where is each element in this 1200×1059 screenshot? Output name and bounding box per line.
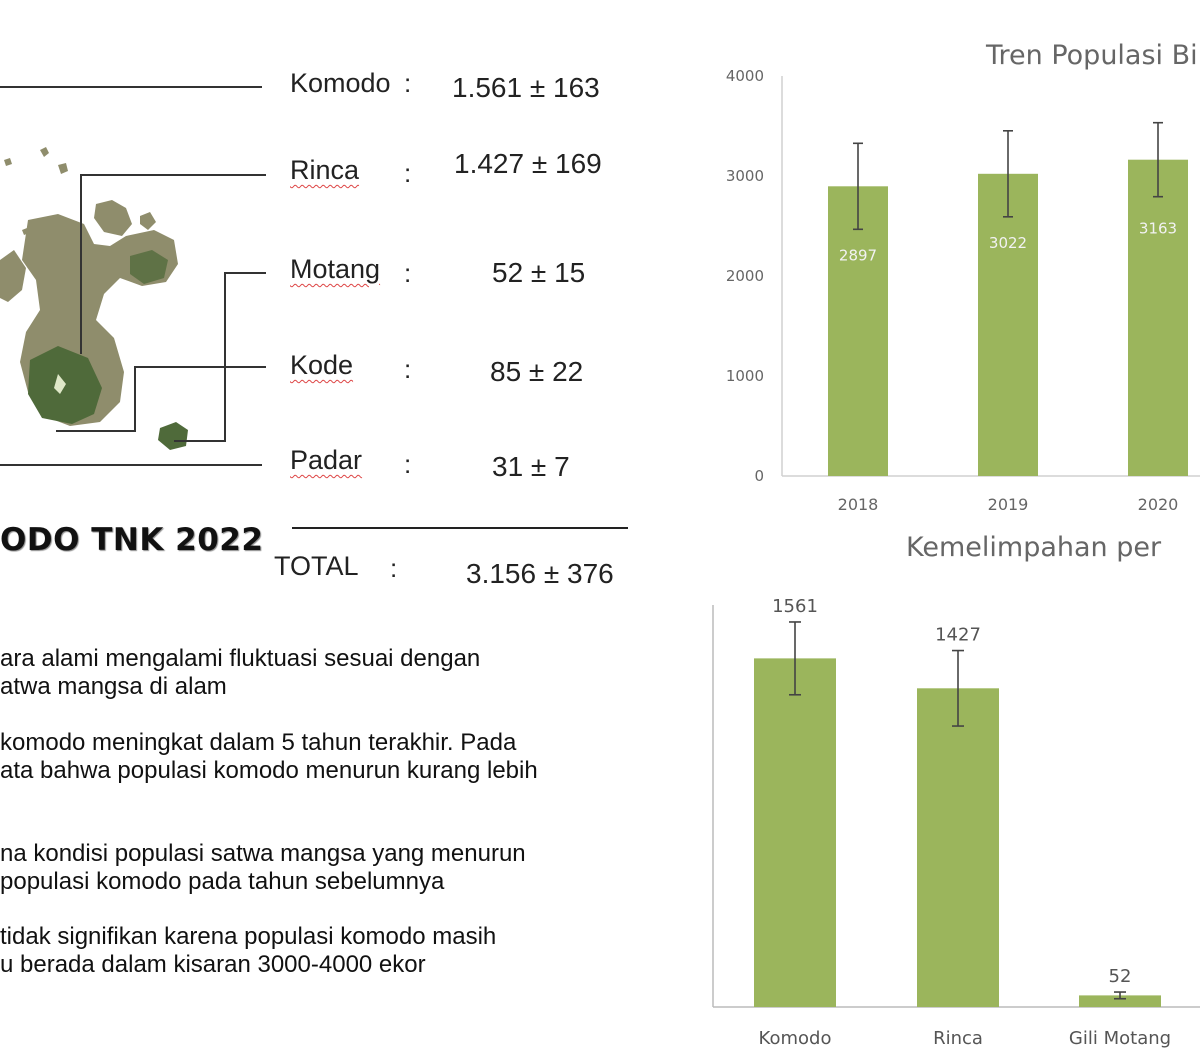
bullet-paragraph: tidak signifikan karena populasi komodo … (0, 923, 628, 979)
bar (1128, 159, 1188, 476)
total-value: 3.156 ± 376 (466, 558, 614, 589)
y-tick-label: 3000 (726, 167, 764, 185)
leader-line-kode-base (56, 430, 136, 432)
population-value-komodo: 1.561 ± 163 (452, 72, 600, 103)
bar (917, 688, 999, 1007)
total-label: TOTAL (274, 551, 359, 581)
chart-title-trend: Tren Populasi Bi (986, 40, 1198, 71)
island-name-motang: Motang (290, 254, 381, 284)
bar (978, 173, 1038, 477)
colon: : (404, 68, 412, 98)
total-divider (292, 527, 628, 529)
bar (1079, 995, 1161, 1007)
bar (754, 658, 836, 1007)
population-value-motang: 52 ± 15 (492, 257, 586, 288)
bar-value-label: 1427 (935, 625, 981, 646)
population-value-padar: 31 ± 7 (492, 451, 570, 482)
bullet-paragraph: komodo meningkat dalam 5 tahun terakhir.… (0, 729, 628, 785)
y-tick-label: 0 (754, 467, 764, 485)
island-map-icon (0, 147, 188, 450)
map-footer-title: ODO TNK 2022 (0, 522, 264, 558)
leader-line-motang-drop (224, 272, 226, 440)
bullet-line: na kondisi populasi satwa mangsa yang me… (0, 840, 526, 867)
bar-value-label: 2897 (839, 246, 877, 264)
x-tick-label: Gili Motang (1069, 1028, 1171, 1049)
island-name-padar: Padar (290, 445, 363, 475)
leader-line-kode-drop (134, 366, 136, 430)
bullet-line: atwa mangsa di alam (0, 673, 227, 700)
bar-value-label: 3163 (1139, 220, 1177, 238)
island-name-komodo: Komodo (290, 68, 391, 98)
leader-line-motang (224, 272, 266, 274)
leader-line-komodo (0, 86, 262, 88)
bullet-paragraph: ara alami mengalami fluktuasi sesuai den… (0, 645, 628, 701)
bullet-line: ara alami mengalami fluktuasi sesuai den… (0, 645, 481, 672)
y-tick-label: 1000 (726, 367, 764, 385)
island-name-kode: Kode (290, 350, 354, 380)
leader-line-rinca-drop (80, 174, 82, 354)
x-tick-label: 2018 (838, 495, 879, 514)
population-value-rinca: 1.427 ± 169 (454, 148, 602, 179)
island-name-rinca: Rinca (290, 155, 360, 185)
bullet-line: populasi komodo pada tahun sebelumnya (0, 868, 445, 895)
leader-line-padar (0, 464, 262, 466)
x-tick-label: 2020 (1138, 495, 1179, 514)
y-tick-label: 2000 (726, 267, 764, 285)
bullet-line: ata bahwa populasi komodo menurun kurang… (0, 757, 538, 784)
x-tick-label: Rinca (933, 1028, 983, 1049)
abundance-per-island-chart: 1561 Komodo 1427 Rinca 52 Gili Motang (712, 596, 1200, 1049)
bullet-paragraph: na kondisi populasi satwa mangsa yang me… (0, 840, 628, 896)
x-tick-label: Komodo (759, 1028, 832, 1049)
population-value-kode: 85 ± 22 (490, 356, 584, 387)
bar-value-label: 1561 (772, 596, 818, 617)
leader-line-rinca (80, 174, 266, 176)
colon: : (404, 354, 412, 384)
population-trend-chart: 0 1000 2000 3000 4000 2897 2018 3022 2019 3163 202… (726, 67, 1200, 514)
bullet-line: tidak signifikan karena populasi komodo … (0, 923, 497, 950)
bullet-line: u berada dalam kisaran 3000-4000 ekor (0, 951, 426, 978)
bar-value-label: 52 (1109, 966, 1132, 987)
bar (828, 186, 888, 477)
leader-line-kode (134, 366, 266, 368)
colon: : (404, 158, 412, 188)
bullet-line: komodo meningkat dalam 5 tahun terakhir.… (0, 729, 517, 756)
colon: : (390, 553, 398, 583)
x-tick-label: 2019 (988, 495, 1029, 514)
colon: : (404, 449, 412, 479)
bar-value-label: 3022 (989, 234, 1027, 252)
colon: : (404, 258, 412, 288)
chart-title-abundance: Kemelimpahan per (906, 532, 1162, 563)
leader-line-motang-base (174, 440, 226, 442)
y-tick-label: 4000 (726, 67, 764, 85)
